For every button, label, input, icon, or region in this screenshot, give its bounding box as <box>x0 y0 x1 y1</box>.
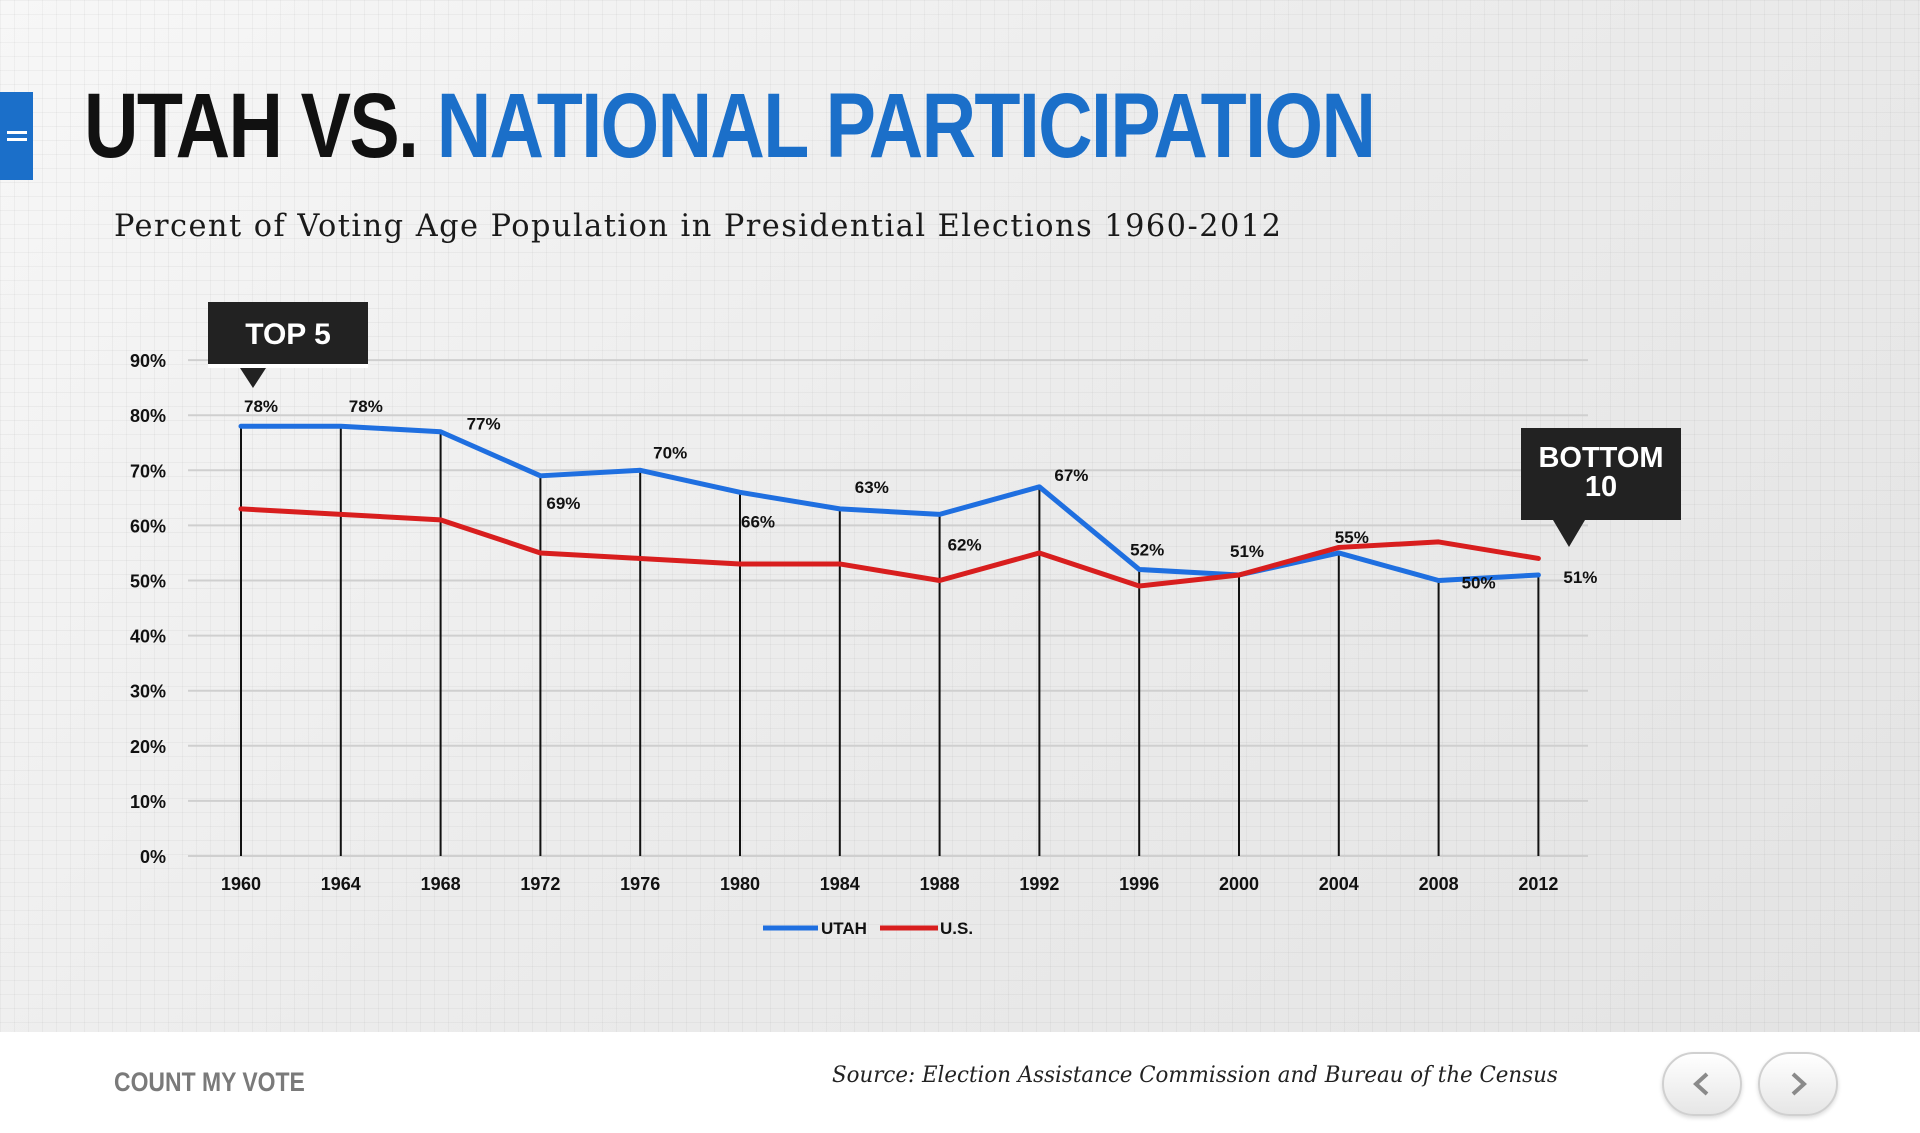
top5-callout-pointer <box>240 368 266 388</box>
x-tick-label: 1980 <box>720 874 760 894</box>
x-tick-label: 1972 <box>520 874 560 894</box>
data-label: 67% <box>1054 466 1088 485</box>
data-label: 63% <box>855 478 889 497</box>
y-tick-label: 70% <box>130 461 166 481</box>
chevron-left-icon <box>1693 1072 1709 1096</box>
data-label: 62% <box>948 535 982 554</box>
x-tick-label: 2008 <box>1419 874 1459 894</box>
x-tick-label: 1964 <box>321 874 361 894</box>
hamburger-menu-icon <box>6 127 27 145</box>
data-label: 78% <box>244 397 278 416</box>
x-tick-label: 1968 <box>421 874 461 894</box>
title-part-national: NATIONAL PARTICIPATION <box>436 75 1376 177</box>
chart-subtitle: Percent of Voting Age Population in Pres… <box>114 208 1283 244</box>
x-tick-label: 2000 <box>1219 874 1259 894</box>
y-tick-label: 60% <box>130 516 166 536</box>
previous-slide-button[interactable] <box>1662 1052 1742 1116</box>
y-tick-label: 20% <box>130 737 166 757</box>
data-label: 52% <box>1130 540 1164 559</box>
top5-callout-box <box>208 302 368 364</box>
bottom10-callout-label-line1: BOTTOM <box>1538 442 1663 474</box>
data-label: 51% <box>1230 542 1264 561</box>
source-citation: Source: Election Assistance Commission a… <box>832 1063 1558 1088</box>
top5-callout-stripe <box>208 364 368 368</box>
y-tick-label: 80% <box>130 406 166 426</box>
series-line-utah <box>238 423 1541 583</box>
next-slide-button[interactable] <box>1758 1052 1838 1116</box>
data-label: 51% <box>1563 568 1597 587</box>
y-tick-label: 40% <box>130 627 166 647</box>
title-part-utah: UTAH VS. <box>84 75 419 177</box>
x-tick-label: 1992 <box>1019 874 1059 894</box>
chevron-right-icon <box>1791 1072 1807 1096</box>
y-tick-label: 10% <box>130 792 166 812</box>
page-title: UTAH VS. NATIONAL PARTICIPATION <box>84 75 1376 177</box>
data-label: 66% <box>741 512 775 531</box>
x-tick-label: 1984 <box>820 874 860 894</box>
participation-line-chart: 0% 10% 20% 30% 40% 50% 60% 70% 80% 90% 1960 1964 19… <box>130 302 1681 938</box>
y-tick-label: 50% <box>130 572 166 592</box>
menu-button[interactable] <box>0 92 33 180</box>
footer-bar <box>0 1032 1920 1133</box>
y-tick-label: 0% <box>140 847 166 867</box>
y-tick-label: 30% <box>130 682 166 702</box>
data-label: 50% <box>1462 574 1496 593</box>
series-line-us <box>238 506 1541 589</box>
x-tick-label: 1976 <box>620 874 660 894</box>
x-tick-label: 2012 <box>1518 874 1558 894</box>
legend-label-utah: UTAH <box>821 919 867 938</box>
x-tick-label: 2004 <box>1319 874 1359 894</box>
legend-label-us: U.S. <box>940 919 973 938</box>
data-label: 78% <box>349 397 383 416</box>
y-tick-label: 90% <box>130 351 166 371</box>
bottom10-callout-label-line2: 10 <box>1585 471 1617 503</box>
data-label: 70% <box>653 443 687 462</box>
x-tick-label: 1960 <box>221 874 261 894</box>
bottom10-callout-pointer <box>1553 520 1585 547</box>
data-label: 77% <box>467 415 501 434</box>
data-label: 69% <box>546 494 580 513</box>
top5-callout-label: TOP 5 <box>245 318 331 351</box>
data-label: 55% <box>1335 528 1369 547</box>
x-tick-label: 1988 <box>920 874 960 894</box>
bottom10-callout-box <box>1521 428 1681 520</box>
brand-name: COUNT MY VOTE <box>114 1067 305 1097</box>
x-tick-label: 1996 <box>1119 874 1159 894</box>
